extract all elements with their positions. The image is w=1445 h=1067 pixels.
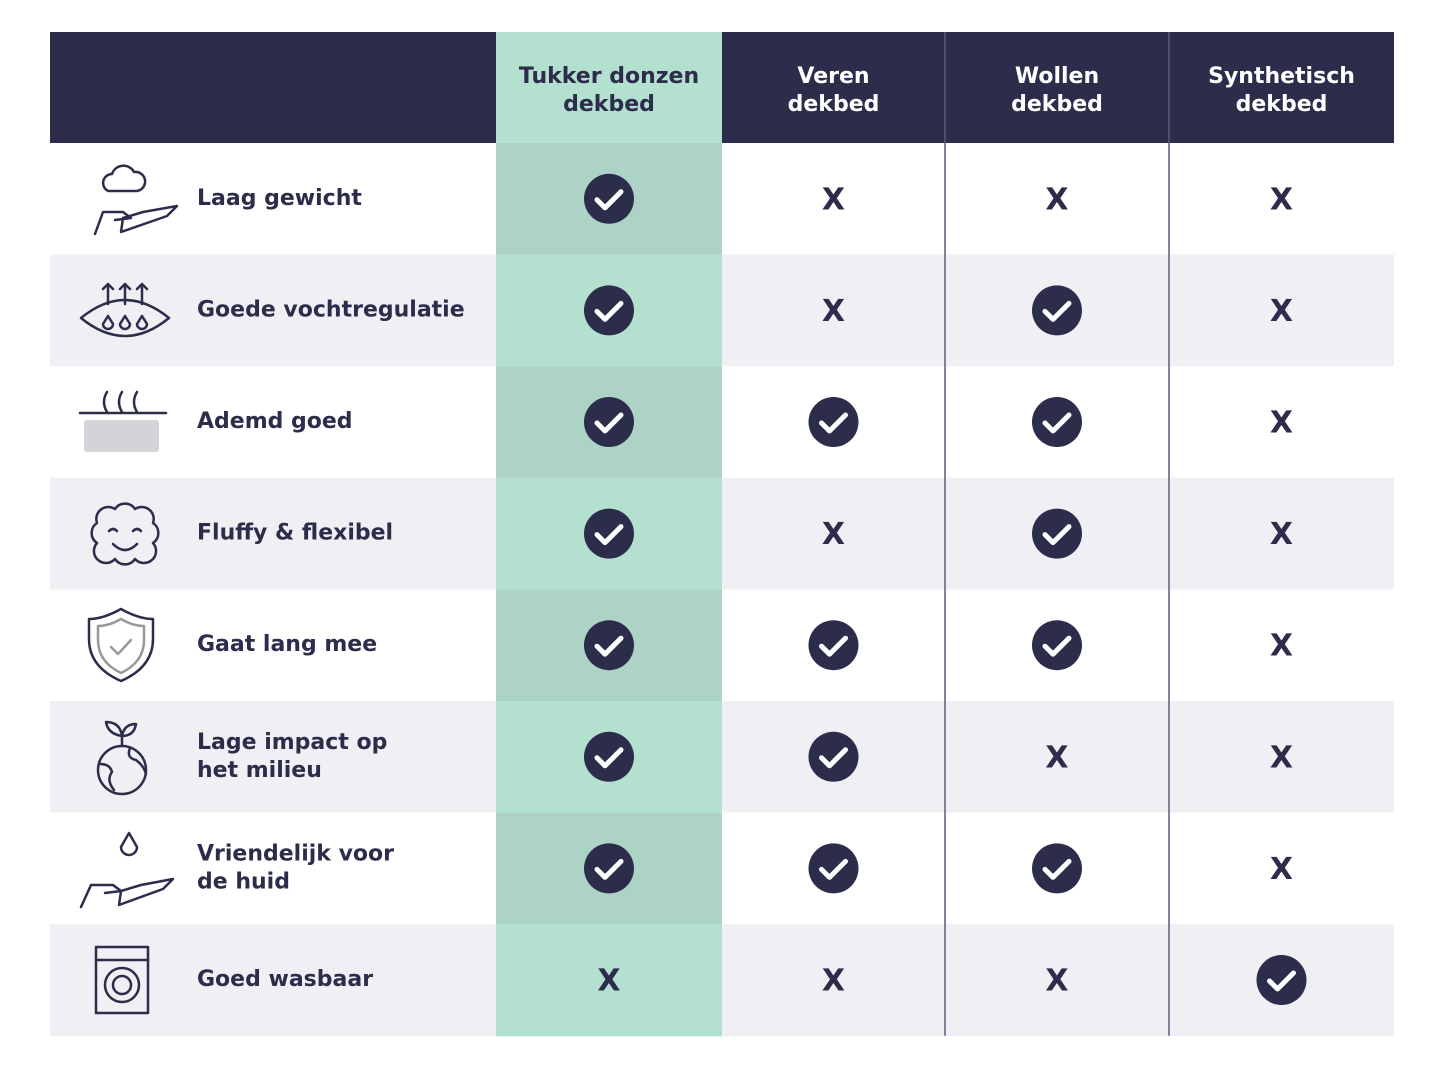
label-line: Veren [797,64,869,89]
check-icon [1032,285,1082,336]
check-circle [808,397,859,447]
check-mark [1042,300,1072,322]
label-line: Laag gewicht [197,186,362,211]
check-mark [1042,524,1072,546]
check-mark [594,412,624,434]
cross-mark: X [1045,182,1068,217]
check-icon [584,397,634,447]
check-circle [1032,620,1082,671]
highlight-header [496,32,722,143]
label-line: dekbed [788,92,880,117]
cross-mark: X [822,964,845,999]
icon-breathe [78,390,168,452]
check-mark [594,524,624,546]
check-mark [594,300,624,322]
cross-mark: X [1270,852,1293,887]
label-line: Gaat lang mee [197,632,377,657]
check-icon [584,731,634,782]
check-circle [584,285,634,336]
cross-mark: X [1270,182,1293,217]
check-circle [1032,285,1082,336]
check-mark [1042,858,1072,880]
check-icon [808,620,859,671]
label-line: Lage impact op [197,730,387,755]
label-line: dekbed [1011,92,1103,117]
check-circle [584,731,634,782]
check-icon [584,173,634,224]
check-circle [584,508,634,559]
label-line: Ademd goed [197,409,353,434]
check-icon [1032,508,1082,559]
check-icon [808,397,859,447]
check-icon [808,731,859,782]
icon-washer [94,945,150,1015]
check-icon [808,843,859,894]
check-mark [594,189,624,211]
rows [50,32,1394,1037]
check-circle [808,620,859,671]
check-mark [594,635,624,657]
check-circle [1032,843,1082,894]
check-mark [1042,635,1072,657]
label-line: Goed wasbaar [197,967,373,992]
check-circle [584,397,634,447]
label-line: Goede vochtregulatie [197,297,465,322]
label-line: Wollen [1015,64,1099,89]
icon-fluffy [90,502,160,566]
check-icon [584,508,634,559]
check-circle [1256,955,1307,1005]
check-mark [594,858,624,880]
label-line: Synthetisch [1208,64,1355,89]
cross-mark: X [1270,629,1293,664]
icon-earth [96,720,148,796]
check-icon [1032,397,1082,447]
label-line: Fluffy & flexibel [197,521,393,546]
cross-mark: X [1270,740,1293,775]
check-mark [594,747,624,769]
label-line: dekbed [1236,92,1328,117]
check-mark [819,747,848,769]
check-icon [1256,955,1307,1005]
check-icon [584,285,634,336]
check-mark [819,858,848,880]
icon-moisture [79,282,171,338]
check-circle [1032,508,1082,559]
check-mark [1267,970,1296,992]
cross-mark: X [1045,740,1068,775]
check-circle [808,731,859,782]
check-circle [584,620,634,671]
icons [78,164,179,1015]
cross-mark: X [1270,294,1293,329]
cross-mark: X [1045,964,1068,999]
cross-mark: X [822,517,845,552]
check-mark [819,635,848,657]
check-icon [584,843,634,894]
label-line: het milieu [197,758,322,783]
icon-hand-drop [79,831,175,909]
check-icon [584,620,634,671]
check-icon [1032,620,1082,671]
highlight-cell [496,924,722,1037]
icon-shield [87,607,155,683]
cross-mark: X [822,182,845,217]
label-line: Vriendelijk voor [197,841,394,866]
label-line: de huid [197,869,290,894]
check-mark [819,412,848,434]
check-circle [808,843,859,894]
icon-light [93,164,179,236]
label-line: Tukker donzen [519,64,699,89]
check-mark [1042,412,1072,434]
check-circle [584,173,634,224]
check-icon [1032,843,1082,894]
label-line: dekbed [563,92,655,117]
cross-mark: X [1270,406,1293,441]
cross-mark: X [822,294,845,329]
check-circle [584,843,634,894]
cross-mark: X [1270,517,1293,552]
check-circle [1032,397,1082,447]
cross-mark: X [597,964,620,999]
